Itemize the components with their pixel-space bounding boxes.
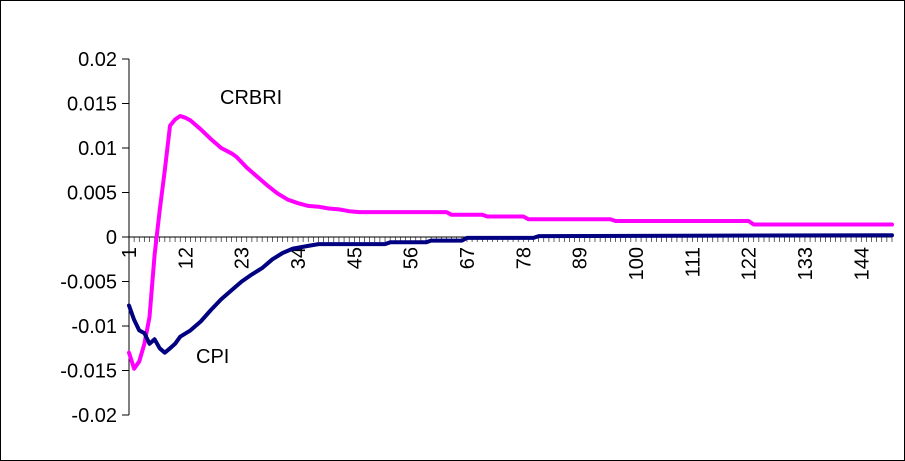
x-tick-label: 45	[344, 247, 366, 269]
x-tick-label: 100	[626, 247, 648, 280]
x-tick-label: 1	[119, 247, 141, 258]
x-tick-label: 89	[570, 247, 592, 269]
y-tick-label: 0.015	[67, 94, 117, 116]
y-axis: 0.02 0.015 0.01 0.005 0 -0.005 -0.01 -0.015 -0.0…	[60, 49, 130, 427]
series-line-cpi	[127, 233, 894, 355]
x-tick-label: 12	[175, 247, 197, 269]
y-tick-label: -0.01	[71, 316, 117, 338]
crbri-annotation: CRBRI	[220, 87, 282, 109]
x-axis: 1 12 23 34 45 56 67 78 89 100 111 122 133 144	[119, 236, 893, 280]
x-tick-label: 133	[795, 247, 817, 280]
y-tick-label: -0.005	[60, 272, 117, 294]
y-tick-label: 0	[106, 227, 117, 249]
y-tick-label: -0.015	[60, 361, 117, 383]
x-tick-label: 78	[513, 247, 535, 269]
cpi-annotation: CPI	[196, 346, 229, 368]
x-tick-label: 67	[457, 247, 479, 269]
x-tick-label: 23	[232, 247, 254, 269]
x-tick-label: 122	[739, 247, 761, 280]
x-tick-label: 111	[682, 247, 704, 277]
y-tick-label: 0.02	[78, 49, 117, 71]
y-tick-label: 0.005	[67, 183, 117, 205]
y-tick-label: 0.01	[78, 138, 117, 160]
x-tick-label: 144	[851, 247, 873, 280]
x-tick-label: 56	[401, 247, 423, 269]
series-lines	[127, 114, 894, 371]
series-line-crbri	[127, 114, 894, 371]
x-tick-label: 34	[288, 247, 310, 269]
y-tick-label: -0.02	[71, 405, 117, 427]
